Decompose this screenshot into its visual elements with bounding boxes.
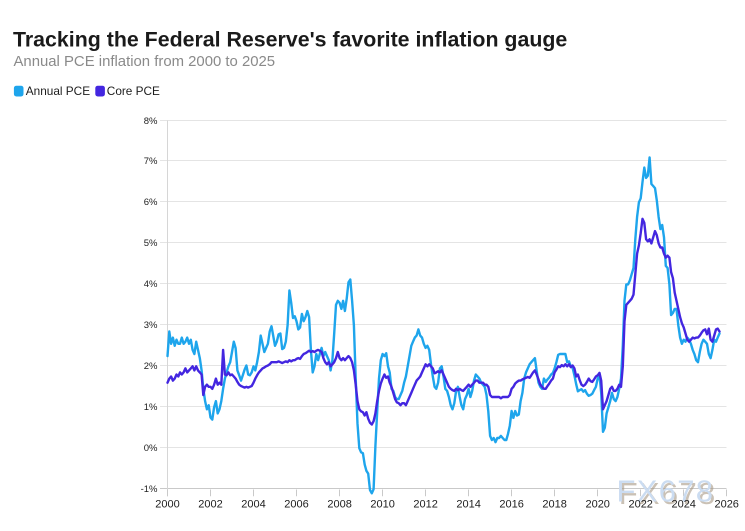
svg-text:7%: 7%	[144, 156, 158, 167]
svg-text:8%: 8%	[144, 116, 158, 127]
svg-text:3%: 3%	[144, 320, 158, 331]
svg-text:1%: 1%	[144, 402, 158, 413]
svg-text:2016: 2016	[499, 499, 523, 511]
svg-text:0%: 0%	[144, 443, 158, 454]
svg-text:Tracking the Federal Reserve's: Tracking the Federal Reserve's favorite …	[13, 28, 567, 52]
svg-text:2008: 2008	[327, 499, 351, 511]
svg-text:2020: 2020	[585, 499, 609, 511]
svg-text:2014: 2014	[456, 499, 480, 511]
svg-text:5%: 5%	[144, 238, 158, 249]
svg-text:2012: 2012	[413, 499, 437, 511]
svg-text:FX678: FX678	[619, 476, 717, 511]
svg-text:2022: 2022	[628, 499, 652, 511]
svg-text:-1%: -1%	[141, 484, 158, 495]
svg-text:Core PCE: Core PCE	[107, 84, 160, 98]
svg-text:2004: 2004	[241, 499, 265, 511]
svg-text:2010: 2010	[370, 499, 394, 511]
svg-text:2002: 2002	[198, 499, 222, 511]
svg-text:2006: 2006	[284, 499, 308, 511]
svg-text:Annual PCE: Annual PCE	[26, 84, 90, 98]
svg-text:2026: 2026	[714, 499, 738, 511]
svg-text:2024: 2024	[671, 499, 695, 511]
svg-text:2%: 2%	[144, 361, 158, 372]
svg-text:6%: 6%	[144, 197, 158, 208]
svg-text:Annual PCE inflation from 2000: Annual PCE inflation from 2000 to 2025	[14, 54, 276, 70]
svg-text:2000: 2000	[155, 499, 179, 511]
svg-text:FX678: FX678	[617, 473, 715, 508]
svg-text:2018: 2018	[542, 499, 566, 511]
svg-text:4%: 4%	[144, 279, 158, 290]
